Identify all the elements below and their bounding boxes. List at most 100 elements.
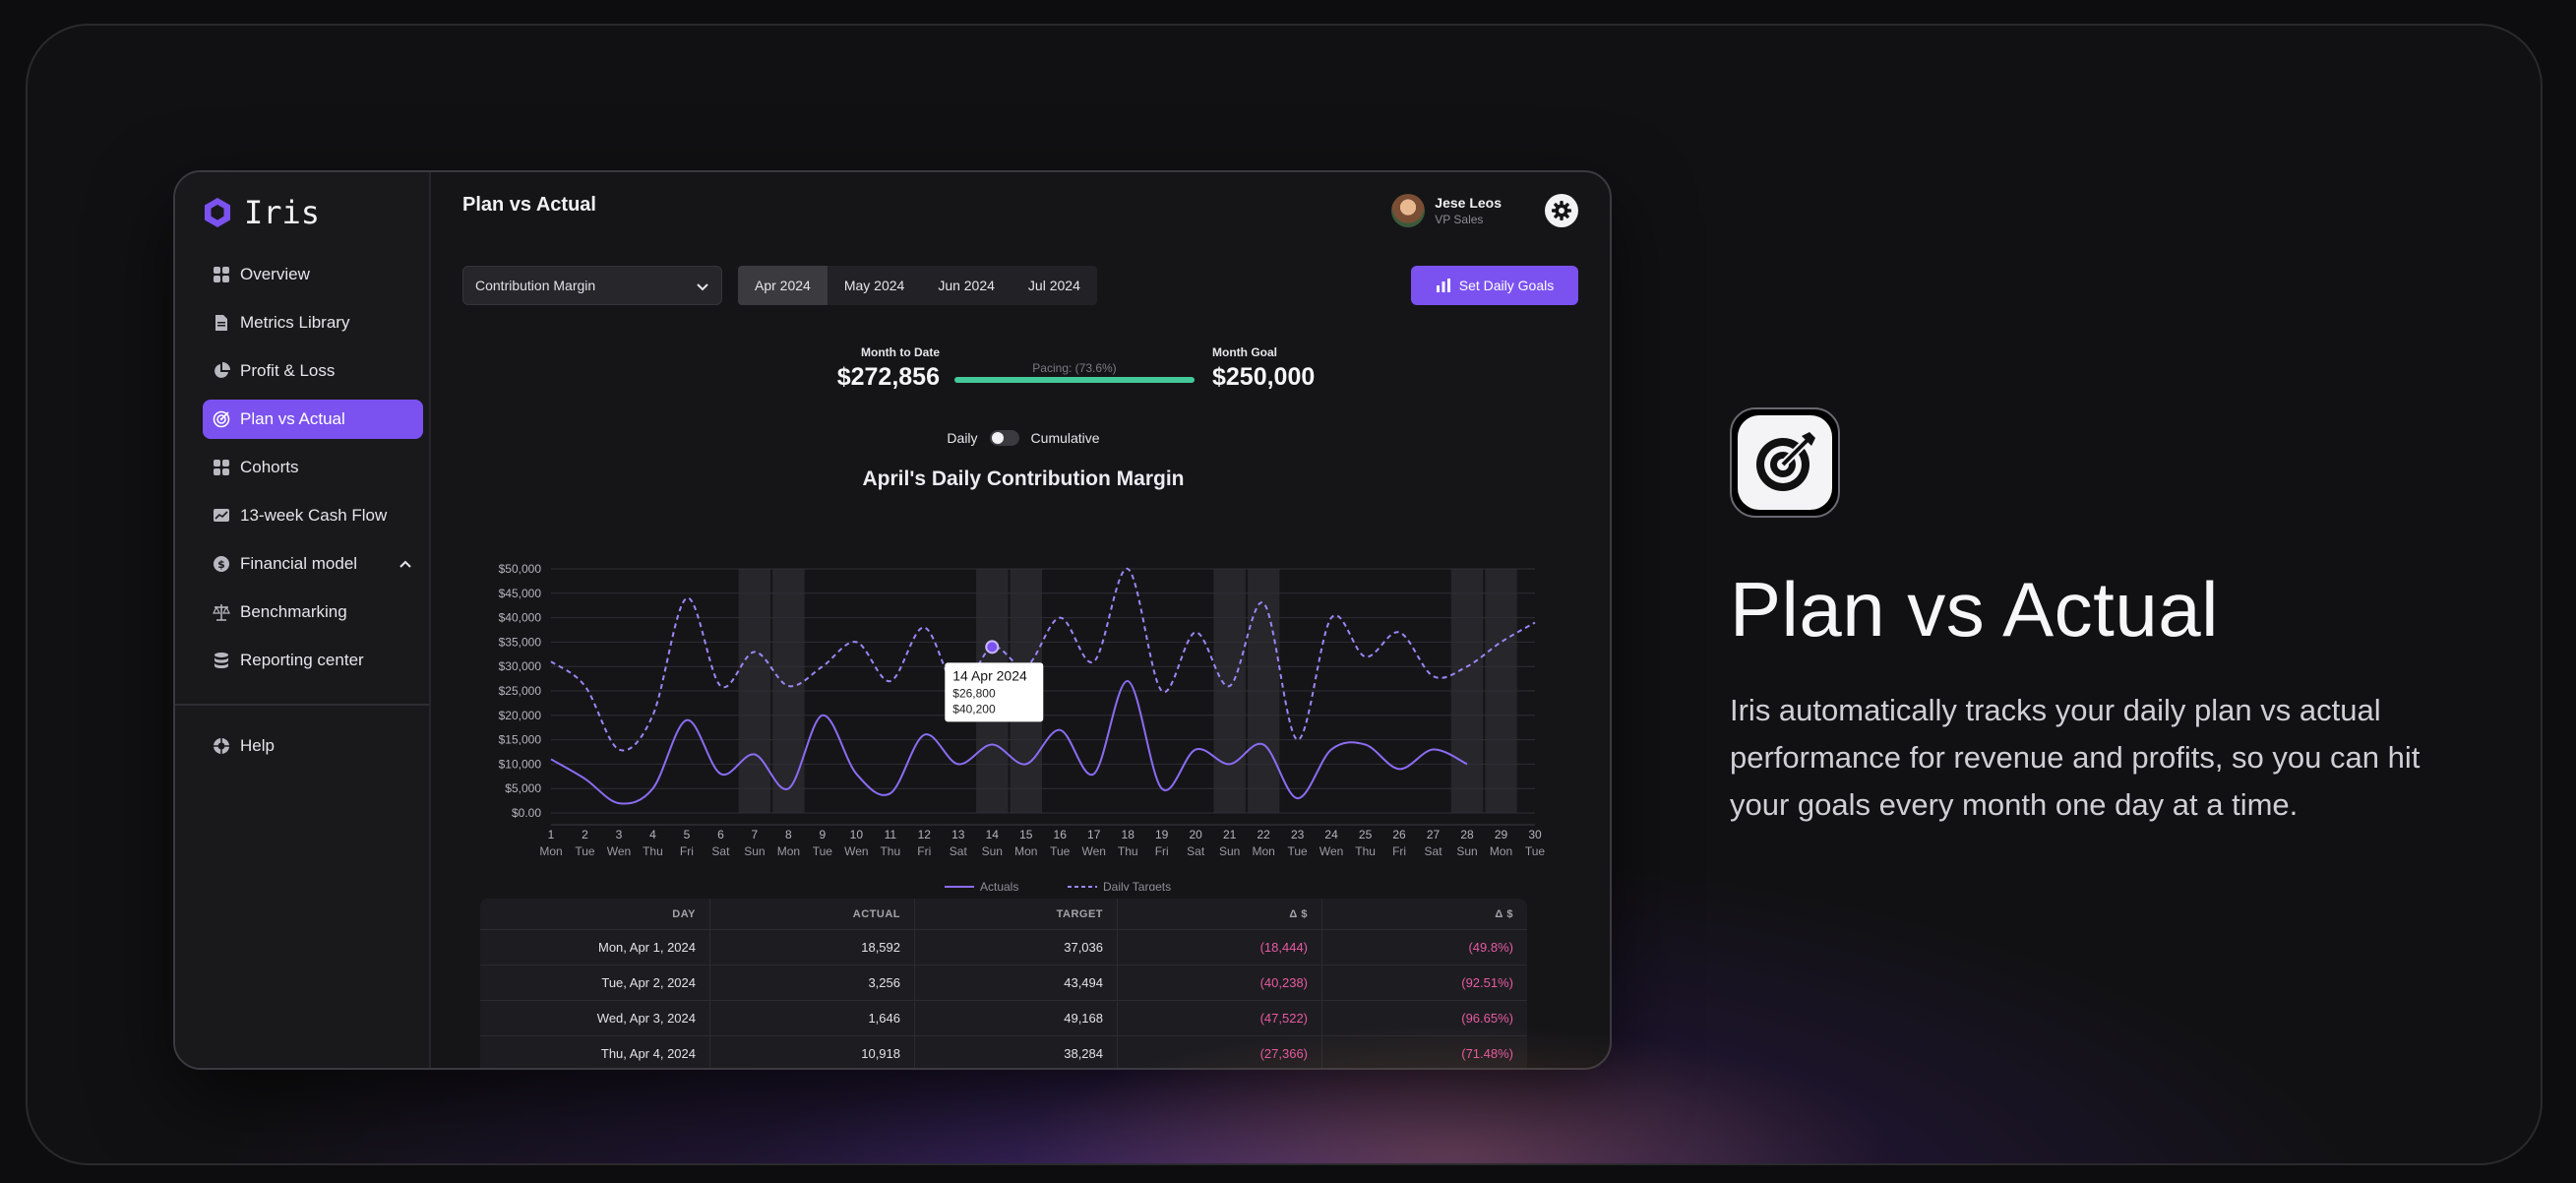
x-tick-label: 5 bbox=[684, 828, 691, 841]
x-weekday-label: Fri bbox=[680, 844, 694, 858]
cell-actual: 3,256 bbox=[710, 965, 915, 1000]
month-to-date-value: $272,856 bbox=[836, 363, 940, 391]
daily-table: DAY ACTUAL TARGET Δ $ Δ $ Mon, Apr 1, 20… bbox=[480, 899, 1527, 1068]
feature-card: Iris Overview Metrics Library Profit & L… bbox=[26, 24, 2543, 1165]
cell-target: 38,284 bbox=[915, 1036, 1118, 1068]
header-day[interactable]: DAY bbox=[480, 899, 710, 929]
hero-icon-tile bbox=[1730, 407, 1840, 518]
sidebar-item-label: 13-week Cash Flow bbox=[240, 506, 388, 525]
lifebuoy-icon bbox=[214, 738, 229, 754]
x-tick-label: 1 bbox=[548, 828, 555, 841]
x-tick-label: 19 bbox=[1155, 828, 1169, 841]
daily-contribution-chart: $0.00 $5,000 $10,000 $15,000 $20,000 $25,000 $… bbox=[499, 562, 1546, 891]
user-menu[interactable]: Jese Leos VP Sales bbox=[1391, 194, 1502, 227]
header-delta-percent[interactable]: Δ $ bbox=[1495, 907, 1513, 920]
metric-select[interactable]: Contribution Margin bbox=[462, 266, 722, 305]
toggle-knob bbox=[991, 432, 1004, 444]
pacing-label: Pacing: (73.6%) bbox=[1032, 361, 1117, 375]
x-tick-label: 6 bbox=[717, 828, 724, 841]
sidebar-divider bbox=[175, 704, 429, 706]
logo[interactable]: Iris bbox=[201, 194, 320, 231]
cell-target: 43,494 bbox=[915, 965, 1118, 1000]
avatar[interactable] bbox=[1391, 194, 1426, 227]
pie-chart-icon bbox=[215, 362, 230, 378]
cell-actual: 18,592 bbox=[710, 930, 915, 965]
metric-select-value: Contribution Margin bbox=[475, 278, 596, 293]
tab-jul-2024[interactable]: Jul 2024 bbox=[1027, 278, 1080, 293]
sidebar-item-reporting-center[interactable]: Reporting center bbox=[203, 641, 423, 680]
settings-button[interactable] bbox=[1545, 194, 1578, 227]
x-weekday-label: Tue bbox=[1288, 844, 1309, 858]
pacing-progress-bar bbox=[954, 377, 1195, 383]
cell-delta-amount: (18,444) bbox=[1118, 930, 1322, 965]
table-row[interactable]: Tue, Apr 2, 2024 3,256 43,494 (40,238) (… bbox=[480, 965, 1527, 1001]
table-row[interactable]: Wed, Apr 3, 2024 1,646 49,168 (47,522) (… bbox=[480, 1001, 1527, 1036]
y-tick-label: $15,000 bbox=[499, 733, 542, 747]
hero-description: Iris automatically tracks your daily pla… bbox=[1730, 693, 2421, 822]
x-tick-label: 22 bbox=[1257, 828, 1270, 841]
svg-text:$: $ bbox=[217, 558, 225, 571]
sidebar-item-cash-flow[interactable]: 13-week Cash Flow bbox=[203, 496, 423, 535]
table-row[interactable]: Thu, Apr 4, 2024 10,918 38,284 (27,366) … bbox=[480, 1036, 1527, 1068]
x-weekday-label: Sat bbox=[1187, 844, 1205, 858]
x-weekday-label: Sat bbox=[1425, 844, 1443, 858]
tab-jun-2024[interactable]: Jun 2024 bbox=[938, 278, 995, 293]
x-tick-label: 26 bbox=[1392, 828, 1406, 841]
tab-apr-2024[interactable]: Apr 2024 bbox=[738, 266, 828, 305]
x-weekday-label: Mon bbox=[1490, 844, 1512, 858]
sidebar-item-benchmarking[interactable]: Benchmarking bbox=[203, 592, 423, 632]
help-label: Help bbox=[240, 736, 275, 755]
tooltip-line: $40,200 bbox=[952, 702, 996, 716]
sidebar-item-help[interactable]: Help bbox=[213, 736, 275, 756]
x-tick-label: 23 bbox=[1291, 828, 1305, 841]
cell-delta-percent: (96.65%) bbox=[1461, 1011, 1513, 1026]
header-actual[interactable]: ACTUAL bbox=[710, 899, 915, 929]
legend-label: Actuals bbox=[980, 880, 1018, 891]
sidebar-item-metrics-library[interactable]: Metrics Library bbox=[203, 303, 423, 342]
bar-chart-icon bbox=[1436, 279, 1450, 292]
x-tick-label: 28 bbox=[1460, 828, 1474, 841]
x-tick-label: 18 bbox=[1122, 828, 1135, 841]
daily-cumulative-toggle[interactable] bbox=[989, 430, 1019, 446]
x-weekday-label: Sat bbox=[950, 844, 968, 858]
x-weekday-label: Fri bbox=[917, 844, 931, 858]
y-tick-label: $30,000 bbox=[499, 659, 542, 673]
y-tick-label: $35,000 bbox=[499, 635, 542, 649]
tab-may-2024[interactable]: May 2024 bbox=[843, 278, 905, 293]
gear-icon bbox=[1552, 201, 1571, 220]
sidebar-item-label: Metrics Library bbox=[240, 313, 350, 332]
x-tick-label: 2 bbox=[582, 828, 588, 841]
x-weekday-label: Sun bbox=[1456, 844, 1477, 858]
sidebar-item-label: Cohorts bbox=[240, 458, 299, 476]
cell-delta-percent: (92.51%) bbox=[1461, 975, 1513, 990]
table-header-row: DAY ACTUAL TARGET Δ $ Δ $ bbox=[480, 899, 1527, 930]
x-weekday-label: Tue bbox=[813, 844, 833, 858]
x-tick-label: 4 bbox=[649, 828, 656, 841]
sidebar-item-overview[interactable]: Overview bbox=[203, 255, 423, 294]
sidebar-item-cohorts[interactable]: Cohorts bbox=[203, 448, 423, 487]
legend-label: Daily Targets bbox=[1103, 880, 1171, 891]
sidebar-item-plan-vs-actual[interactable]: Plan vs Actual bbox=[203, 400, 423, 439]
set-daily-goals-button[interactable]: Set Daily Goals bbox=[1411, 266, 1578, 305]
dollar-circle-icon: $ bbox=[214, 556, 229, 572]
sidebar-item-profit-loss[interactable]: Profit & Loss bbox=[203, 351, 423, 391]
set-daily-goals-label: Set Daily Goals bbox=[1458, 278, 1555, 293]
toggle-cumulative-label: Cumulative bbox=[1030, 430, 1100, 446]
tooltip-title: 14 Apr 2024 bbox=[952, 667, 1027, 683]
chevron-up-icon[interactable] bbox=[398, 556, 413, 572]
x-weekday-label: Sun bbox=[1219, 844, 1240, 858]
x-weekday-label: Mon bbox=[777, 844, 800, 858]
chart-title: April's Daily Contribution Margin bbox=[862, 467, 1185, 490]
header-delta-amount[interactable]: Δ $ bbox=[1118, 899, 1322, 929]
table-row[interactable]: Mon, Apr 1, 2024 18,592 37,036 (18,444) … bbox=[480, 930, 1527, 965]
x-tick-label: 21 bbox=[1223, 828, 1237, 841]
hexagon-logo-icon bbox=[205, 198, 230, 227]
header-target[interactable]: TARGET bbox=[915, 899, 1118, 929]
toggle-daily-label: Daily bbox=[947, 430, 978, 446]
x-weekday-label: Tue bbox=[1525, 844, 1546, 858]
x-tick-label: 3 bbox=[616, 828, 623, 841]
sidebar-item-financial-model[interactable]: $ Financial model bbox=[203, 544, 423, 584]
grid-icon bbox=[214, 460, 229, 475]
x-tick-label: 29 bbox=[1495, 828, 1508, 841]
x-weekday-label: Mon bbox=[1252, 844, 1274, 858]
